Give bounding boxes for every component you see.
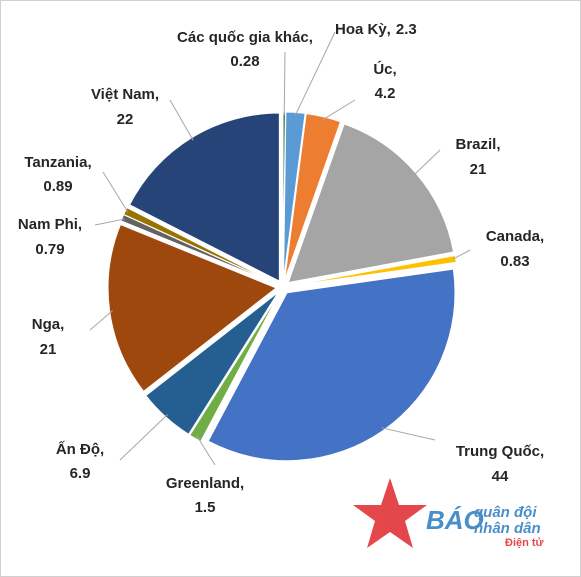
pie-slice xyxy=(284,113,342,281)
category-label: Các quốc gia khác, xyxy=(177,29,313,46)
value-label: 0.83 xyxy=(500,253,529,270)
leader-line xyxy=(381,427,436,441)
logo-star xyxy=(353,478,427,548)
value-label: 0.79 xyxy=(35,241,64,258)
logo-line: nhân dân xyxy=(474,520,541,537)
category-label: Trung Quốc, xyxy=(456,443,544,460)
logo-line: quân đội xyxy=(474,504,537,521)
leader-line xyxy=(196,435,216,466)
category-label: Tanzania, xyxy=(24,154,91,171)
value-label: 44 xyxy=(492,468,509,485)
category-label: Brazil, xyxy=(455,136,500,153)
leader-line xyxy=(102,171,129,213)
leader-line xyxy=(322,99,356,121)
value-label: 0.28 xyxy=(230,53,259,70)
leader-line xyxy=(413,149,441,176)
category-label: Úc, xyxy=(373,60,396,78)
leader-line xyxy=(89,310,113,331)
value-label: 21 xyxy=(470,161,487,178)
value-label: 21 xyxy=(40,341,57,358)
value-label: 4.2 xyxy=(375,85,396,102)
category-label: Việt Nam, xyxy=(91,86,159,103)
value-label: 0.89 xyxy=(43,178,72,195)
pie-slice xyxy=(289,254,457,287)
leader-line xyxy=(169,99,194,141)
category-label: Nam Phi, xyxy=(18,216,82,233)
watermark: BÁO quân đội nhân dân Điện tử xyxy=(353,478,544,549)
value-label: 2.3 xyxy=(396,21,417,38)
pie-slice xyxy=(123,207,277,285)
logo-line: Điện tử xyxy=(505,537,544,549)
category-label: Nga, xyxy=(32,316,65,333)
pie-slice xyxy=(207,268,456,462)
pie-slice xyxy=(107,223,278,393)
value-label: 1.5 xyxy=(195,499,216,516)
logo-brand: BÁO xyxy=(426,505,484,535)
pie-slice xyxy=(283,111,306,281)
leader-line xyxy=(283,51,286,116)
category-label: Greenland, xyxy=(166,475,244,492)
leader-line xyxy=(119,414,168,461)
category-label: Ấn Độ, xyxy=(56,441,104,458)
value-label: 6.9 xyxy=(70,465,91,482)
leader-line xyxy=(452,249,471,260)
leader-line xyxy=(94,218,126,226)
category-label: Canada, xyxy=(486,228,544,245)
category-label: Hoa Kỳ, xyxy=(335,21,391,38)
data-label: Hoa Kỳ, 2.3 xyxy=(335,21,417,38)
value-label: 22 xyxy=(117,111,134,128)
leader-line xyxy=(294,31,336,116)
